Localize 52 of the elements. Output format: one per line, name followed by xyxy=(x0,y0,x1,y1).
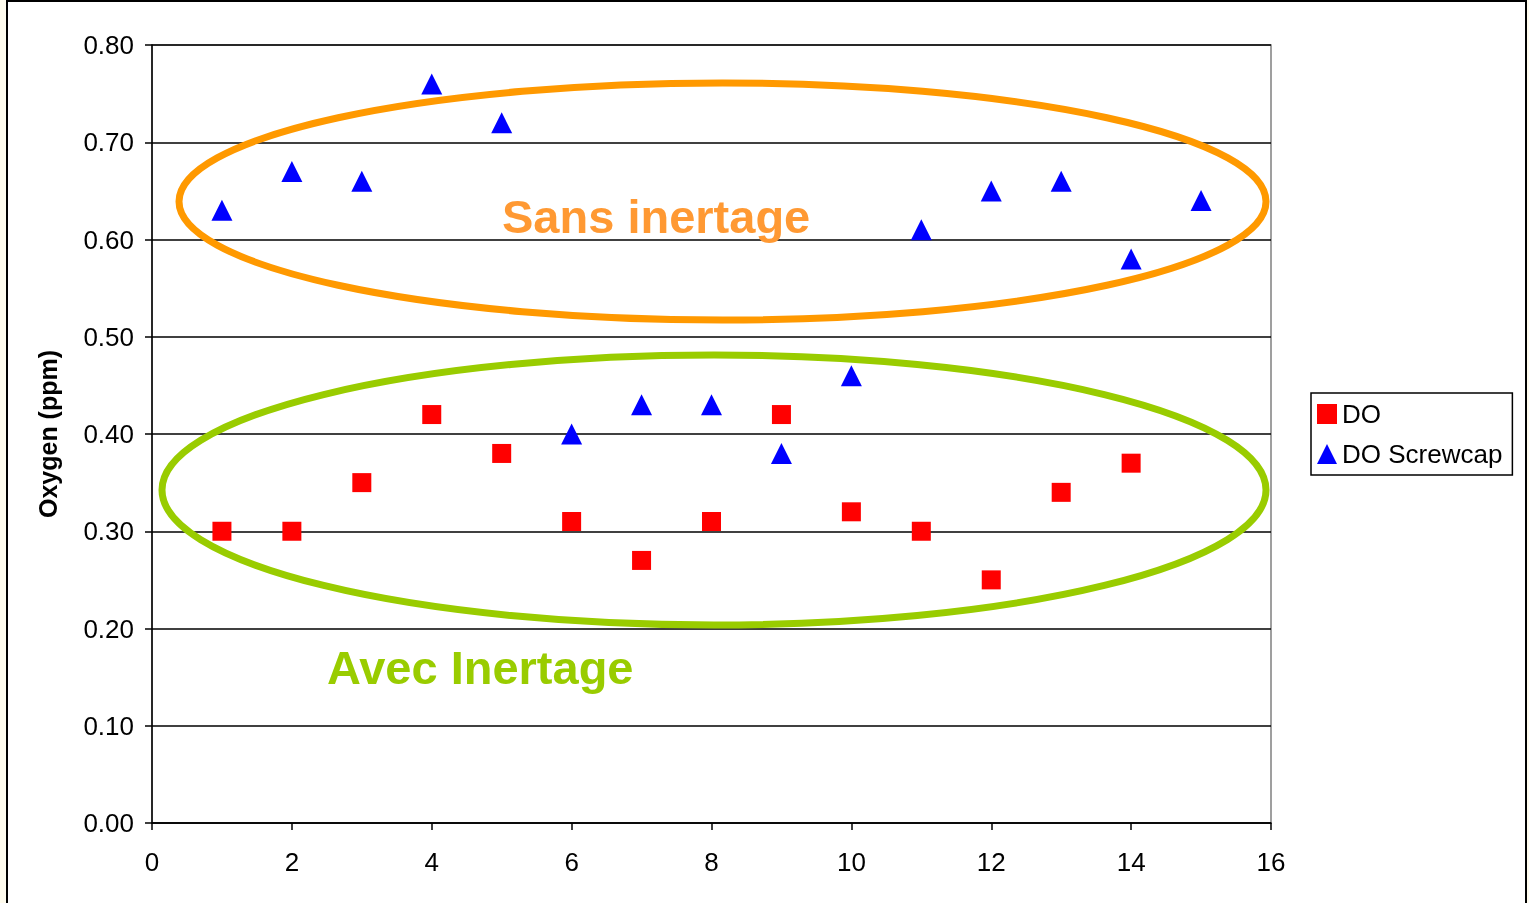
point xyxy=(352,473,372,493)
y-tick-label: 0.20 xyxy=(83,613,134,644)
x-tick-label: 10 xyxy=(836,847,866,877)
x-tick-label: 8 xyxy=(704,847,719,877)
point xyxy=(281,160,303,182)
point xyxy=(701,394,722,416)
y-tick-label: 0.00 xyxy=(83,808,134,838)
point xyxy=(212,521,232,541)
x-tick-label: 14 xyxy=(1116,847,1146,877)
point xyxy=(562,512,582,532)
point xyxy=(1050,170,1072,192)
point xyxy=(771,405,791,425)
point xyxy=(841,502,861,522)
point xyxy=(1120,248,1142,270)
point xyxy=(1051,482,1071,502)
x-tick-label: 6 xyxy=(564,847,579,877)
y-tick-label: 0.50 xyxy=(83,321,134,352)
x-tick-label: 16 xyxy=(1256,847,1286,877)
point xyxy=(561,423,583,445)
point xyxy=(840,365,862,387)
legend-label: DO Screwcap xyxy=(1342,439,1503,469)
y-tick-label: 0.40 xyxy=(83,419,134,449)
point xyxy=(981,570,1001,590)
point xyxy=(421,73,443,95)
point xyxy=(911,521,931,541)
y-tick-label: 0.80 xyxy=(83,30,134,60)
point xyxy=(351,170,373,192)
point xyxy=(422,405,442,425)
y-axis-title: Oxygen (ppm) xyxy=(33,349,62,519)
point xyxy=(1190,190,1212,212)
point xyxy=(631,394,653,416)
x-tick-label: 2 xyxy=(284,847,300,877)
point xyxy=(1121,453,1141,473)
x-tick-label: 12 xyxy=(976,847,1006,877)
point xyxy=(770,442,792,464)
point xyxy=(282,521,302,541)
y-tick-label: 0.10 xyxy=(83,710,134,741)
annotation: Sans inertage xyxy=(502,190,811,243)
point xyxy=(702,512,721,532)
point xyxy=(491,112,513,134)
annotation: Avec Inertage xyxy=(327,641,634,694)
point xyxy=(211,199,233,221)
y-tick-label: 0.60 xyxy=(83,224,134,255)
point xyxy=(910,219,932,241)
point xyxy=(632,550,652,570)
y-tick-label: 0.70 xyxy=(83,127,134,158)
y-tick-label: 0.30 xyxy=(83,516,134,547)
point xyxy=(492,443,512,463)
x-tick-label: 0 xyxy=(144,847,160,877)
x-tick-label: 4 xyxy=(424,847,439,877)
legend-label: DO xyxy=(1342,399,1381,429)
point xyxy=(980,180,1002,202)
